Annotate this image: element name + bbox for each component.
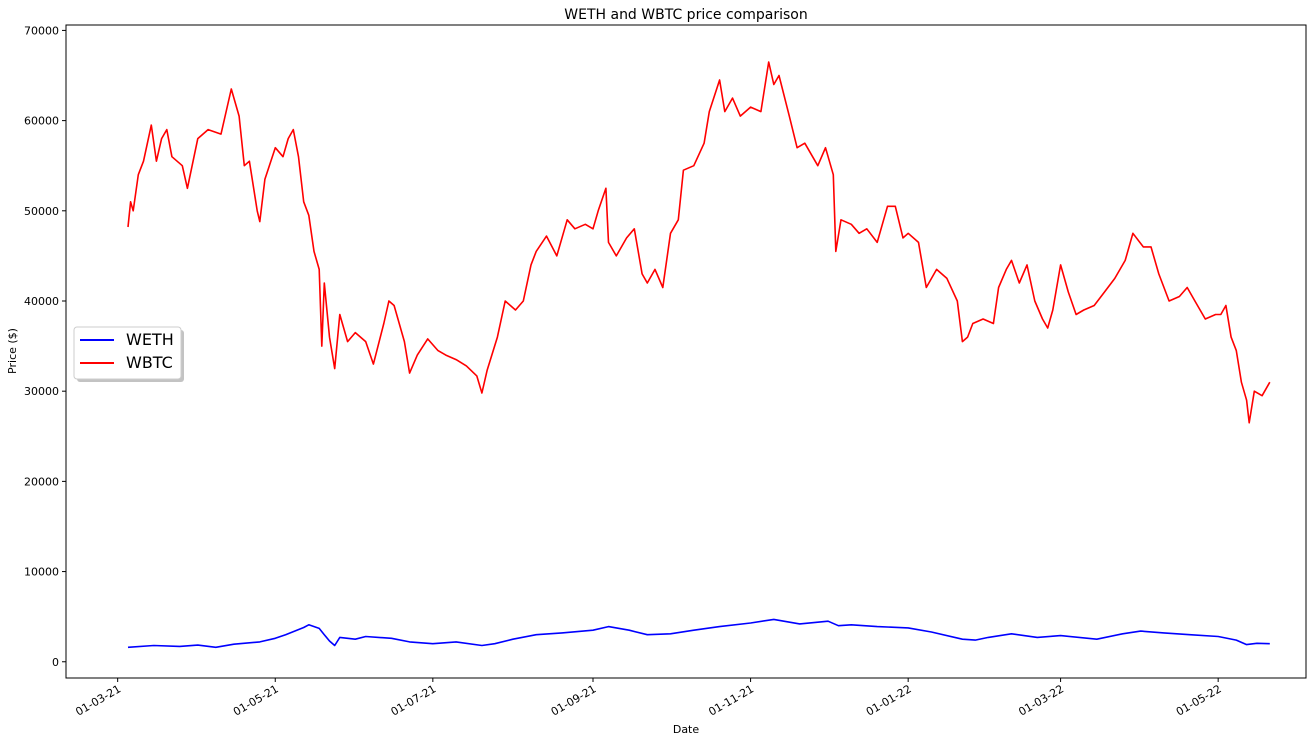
y-axis-label: Price ($) [6, 328, 19, 374]
y-tick-label: 60000 [24, 115, 59, 128]
chart-title: WETH and WBTC price comparison [564, 7, 807, 23]
legend-label-wbtc: WBTC [126, 353, 173, 372]
y-tick-label: 50000 [24, 205, 59, 218]
y-tick-label: 30000 [24, 385, 59, 398]
y-tick-label: 0 [52, 656, 59, 669]
legend: WETH WBTC [73, 326, 184, 382]
series-line-weth [127, 618, 1270, 649]
series-line-wbtc [127, 61, 1271, 424]
y-axis: 0 10000 20000 30000 40000 50000 60000 70000 [24, 24, 66, 669]
y-tick-label: 10000 [24, 566, 59, 579]
y-tick-label: 70000 [24, 24, 59, 37]
y-tick-label: 40000 [24, 295, 59, 308]
legend-label-weth: WETH [126, 330, 174, 349]
y-tick-label: 20000 [24, 475, 59, 488]
x-axis-label: Date [673, 723, 700, 736]
plot-frame [65, 24, 1307, 679]
plot-lines [127, 61, 1271, 649]
